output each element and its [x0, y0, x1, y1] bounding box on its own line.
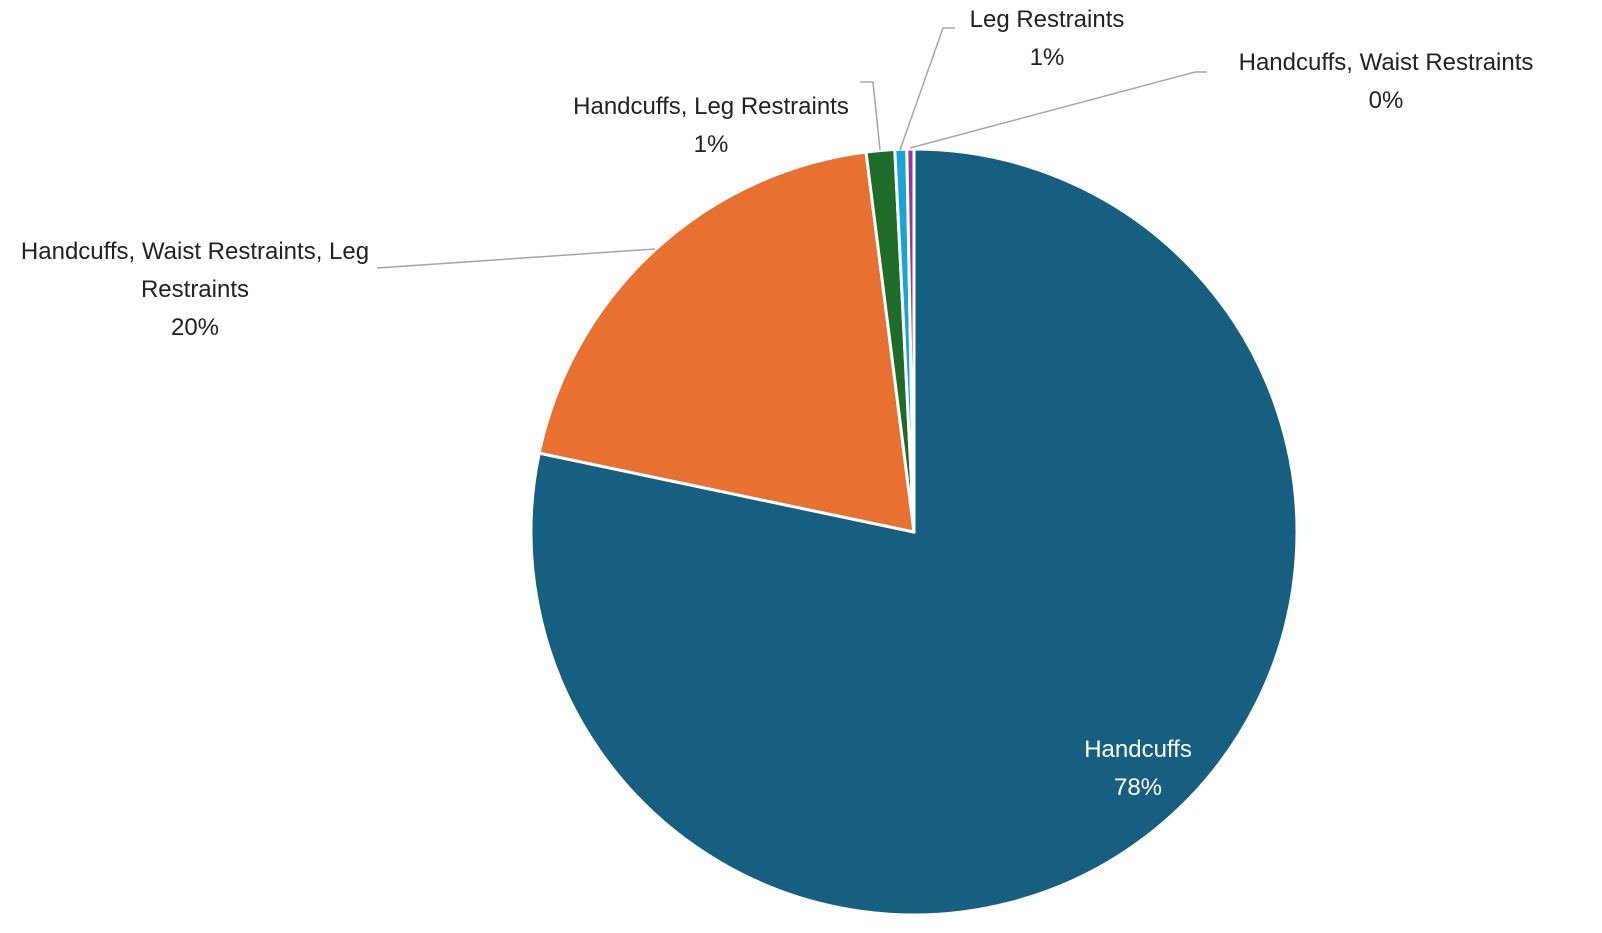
value-label: 1%	[1029, 44, 1065, 71]
leader-line	[909, 71, 1207, 149]
category-label: Handcuffs, Waist Restraints	[1238, 49, 1534, 76]
data-label: Handcuffs, Waist Restraints 0%	[1196, 44, 1576, 120]
category-label: Handcuffs, Waist Restraints, Leg Restrai…	[20, 238, 370, 303]
pie-slice	[537, 150, 916, 534]
leader-line	[376, 248, 656, 269]
leader-line	[899, 27, 955, 151]
value-label: 1%	[693, 131, 729, 158]
data-label: Leg Restraints 1%	[897, 1, 1197, 77]
data-label: Handcuffs, Leg Restraints 1%	[531, 88, 891, 164]
value-label: 78%	[1113, 774, 1163, 801]
pie-slice	[905, 147, 916, 534]
slices	[529, 147, 1299, 917]
leader-line	[860, 81, 881, 151]
value-label: 20%	[170, 314, 220, 341]
data-label: Handcuffs, Waist Restraints, Leg Restrai…	[15, 233, 375, 347]
value-label: 0%	[1368, 87, 1404, 114]
category-label: Handcuffs	[1084, 736, 1192, 763]
data-label: Handcuffs 78%	[1038, 731, 1238, 807]
category-label: Handcuffs, Leg Restraints	[573, 93, 849, 120]
leader-lines	[376, 27, 1207, 269]
category-label: Leg Restraints	[969, 6, 1125, 33]
